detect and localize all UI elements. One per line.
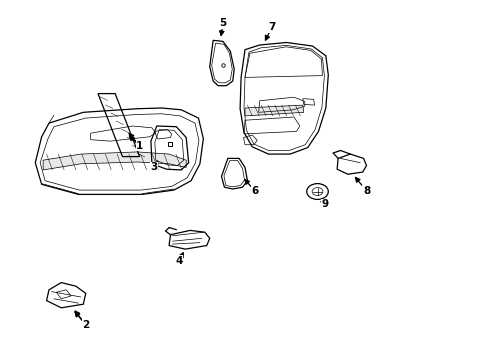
Text: 1: 1 <box>136 141 143 151</box>
Text: 3: 3 <box>151 162 158 172</box>
Polygon shape <box>43 152 186 170</box>
Text: 5: 5 <box>220 18 226 28</box>
Text: 3: 3 <box>151 162 158 172</box>
Text: 1: 1 <box>136 141 143 151</box>
Text: 9: 9 <box>321 199 328 209</box>
Text: 4: 4 <box>175 256 183 266</box>
Polygon shape <box>245 105 304 116</box>
Text: 7: 7 <box>268 22 276 32</box>
Text: 6: 6 <box>251 186 258 196</box>
Text: 8: 8 <box>363 186 370 196</box>
Text: 2: 2 <box>82 320 89 330</box>
Text: 2: 2 <box>82 320 89 330</box>
